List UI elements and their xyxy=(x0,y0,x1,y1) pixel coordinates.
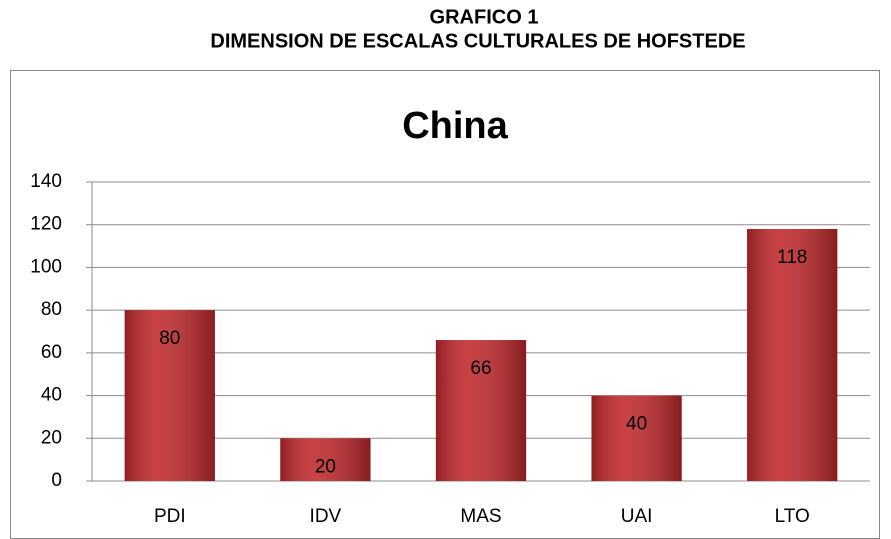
y-tick-label: 20 xyxy=(41,427,62,448)
bar-shade xyxy=(435,340,527,481)
data-label: 80 xyxy=(159,328,180,349)
data-label: 20 xyxy=(315,456,336,477)
data-label: 40 xyxy=(626,414,647,435)
y-tick-label: 120 xyxy=(30,214,62,235)
y-tick-label: 80 xyxy=(41,299,62,320)
heading-line: GRAFICO 1 xyxy=(430,6,539,28)
y-tick-label: 0 xyxy=(51,470,62,491)
x-tick-label: LTO xyxy=(775,506,810,527)
chart-title: China xyxy=(402,105,508,147)
x-tick-label: PDI xyxy=(154,506,186,527)
bar-shade xyxy=(124,310,215,481)
data-label: 66 xyxy=(470,358,491,379)
bar-shade xyxy=(747,228,838,481)
data-label: 118 xyxy=(777,247,807,268)
y-tick-label: 140 xyxy=(30,171,62,192)
x-tick-label: IDV xyxy=(310,506,342,527)
x-tick-label: UAI xyxy=(621,506,653,527)
y-tick-label: 40 xyxy=(41,385,62,406)
heading-line: DIMENSION DE ESCALAS CULTURALES DE HOFST… xyxy=(210,30,745,52)
bar-shade xyxy=(280,438,371,481)
x-tick-label: MAS xyxy=(460,506,501,527)
bar-shade xyxy=(591,395,682,481)
y-tick-label: 100 xyxy=(30,256,62,277)
y-tick-label: 60 xyxy=(41,342,62,363)
